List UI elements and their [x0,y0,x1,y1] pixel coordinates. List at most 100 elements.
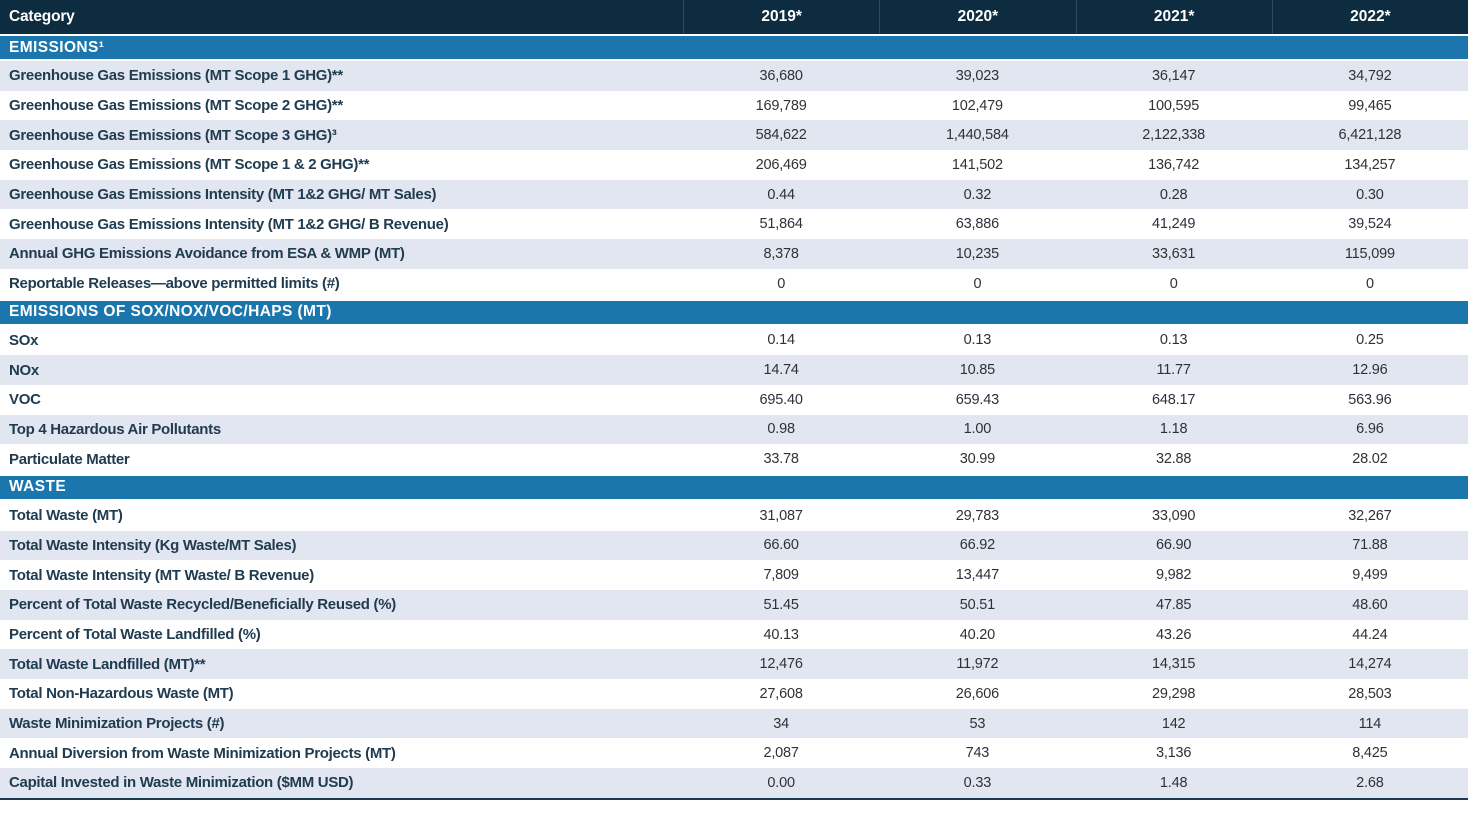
cell-value: 0.44 [767,186,795,203]
cell-value: 50.51 [959,596,996,613]
cell-value: 0.98 [767,421,795,438]
table-row: Total Waste Intensity (Kg Waste/MT Sales… [0,530,1468,561]
cell-value: 71.88 [1352,537,1388,554]
cell-value: 14.74 [763,362,799,379]
cell-value: 29,783 [955,507,999,524]
cell-value: 39,023 [955,67,999,84]
cell-value: 66.60 [763,537,799,554]
cell-value: 10,235 [955,245,999,262]
section-title: WASTE [9,478,67,496]
cell-value: 53 [969,715,986,732]
section-header-bar: EMISSIONS¹ [0,34,1468,61]
cell-value: 0.00 [767,774,795,791]
cell-value: 141,502 [951,156,1003,173]
row-label: Percent of Total Waste Recycled/Benefici… [9,596,396,614]
cell-value: 0.32 [963,186,992,203]
cell-value: 134,257 [1344,156,1396,173]
cell-value: 0.14 [767,332,795,349]
column-header-2019: 2019* [683,0,879,34]
cell-value: 26,606 [955,685,999,702]
table-row: Greenhouse Gas Emissions Intensity (MT 1… [0,179,1468,210]
cell-value: 206,469 [755,156,807,173]
cell-value: 1.48 [1159,774,1188,791]
cell-value: 695.40 [759,391,803,408]
cell-value: 0.13 [963,332,992,349]
cell-value: 34 [773,715,789,732]
cell-value: 12.96 [1352,362,1388,379]
table-row: Top 4 Hazardous Air Pollutants 0.98 1.00 1.… [0,414,1468,445]
cell-value: 99,465 [1348,97,1392,114]
table-row: VOC 695.40 659.43 648.17 563.96 [0,384,1468,415]
row-label: Reportable Releases—above permitted limi… [9,275,340,293]
cell-value: 100,595 [1148,97,1200,114]
table-row: Greenhouse Gas Emissions (MT Scope 3 GHG… [0,120,1468,151]
cell-value: 27,608 [759,685,803,702]
cell-value: 41,249 [1152,216,1196,233]
row-label: Total Waste Landfilled (MT)** [9,655,206,673]
cell-value: 40.20 [959,626,996,643]
row-label: Capital Invested in Waste Minimization (… [9,774,354,792]
row-label: Greenhouse Gas Emissions (MT Scope 1 & 2… [9,156,370,174]
row-label: Annual Diversion from Waste Minimization… [9,744,396,762]
table-row: SOx 0.14 0.13 0.13 0.25 [0,325,1468,356]
cell-value: 0 [1365,275,1374,292]
row-label: Particulate Matter [9,450,130,468]
cell-value: 66.92 [959,537,996,554]
cell-value: 0.33 [963,774,992,791]
cell-value: 0 [1169,275,1178,292]
cell-value: 43.26 [1155,626,1192,643]
cell-value: 7,809 [763,567,799,584]
cell-value: 2,122,338 [1142,127,1205,144]
cell-value: 14,274 [1348,656,1392,673]
row-label: Greenhouse Gas Emissions (MT Scope 1 GHG… [9,67,343,85]
cell-value: 0 [973,275,982,292]
table-row: Greenhouse Gas Emissions (MT Scope 2 GHG… [0,90,1468,121]
cell-value: 1,440,584 [946,127,1009,144]
cell-value: 33.78 [763,451,799,468]
cell-value: 659.43 [955,391,999,408]
cell-value: 28.02 [1352,451,1388,468]
table-row: Annual Diversion from Waste Minimization… [0,738,1468,769]
cell-value: 2.68 [1356,774,1384,791]
cell-value: 28,503 [1348,685,1392,702]
cell-value: 14,315 [1152,656,1196,673]
section-title: EMISSIONS OF SOX/NOX/VOC/HAPS (MT) [9,303,332,320]
cell-value: 30.99 [959,451,996,468]
cell-value: 9,499 [1352,567,1388,584]
table-row: Particulate Matter 33.78 30.99 32.88 28.02 [0,444,1468,474]
row-label: Waste Minimization Projects (#) [9,715,225,733]
table-body: EMISSIONS¹ Greenhouse Gas Emissions (MT S… [0,34,1468,798]
cell-value: 102,479 [951,97,1003,114]
cell-value: 0 [777,275,786,292]
column-header-2021: 2021* [1075,0,1272,34]
cell-value: 51,864 [759,216,803,233]
table-row: Greenhouse Gas Emissions (MT Scope 1 GHG… [0,61,1468,91]
cell-value: 33,631 [1152,245,1196,262]
esg-metrics-table: Category 2019* 2020* 2021* 2022* EMISSIO… [0,0,1468,800]
cell-value: 34,792 [1348,67,1392,84]
row-label: Top 4 Hazardous Air Pollutants [9,420,221,438]
cell-value: 114 [1358,715,1382,732]
cell-value: 0.25 [1356,332,1384,349]
column-header-2022: 2022* [1271,0,1468,34]
cell-value: 1.00 [963,421,992,438]
cell-value: 44.24 [1352,626,1388,643]
table-row: Greenhouse Gas Emissions (MT Scope 1 & 2… [0,150,1468,180]
table-header-row: Category 2019* 2020* 2021* 2022* [0,0,1468,34]
cell-value: 0.28 [1159,186,1188,203]
cell-value: 40.13 [763,626,799,643]
cell-value: 3,136 [1155,745,1192,762]
cell-value: 51.45 [763,596,799,613]
section-title: EMISSIONS¹ [9,38,105,56]
cell-value: 31,087 [759,507,803,524]
row-label: SOx [9,331,39,349]
cell-value: 33,090 [1152,507,1196,524]
table-row: Total Non-Hazardous Waste (MT) 27,608 26,6… [0,679,1468,709]
cell-value: 743 [965,745,990,762]
cell-value: 11.77 [1156,362,1191,379]
row-label: Annual GHG Emissions Avoidance from ESA … [9,245,405,263]
column-header-category: Category [9,8,75,25]
row-label: Percent of Total Waste Landfilled (%) [9,626,261,644]
table-row: Greenhouse Gas Emissions Intensity (MT 1… [0,209,1468,240]
cell-value: 6.96 [1356,421,1384,438]
